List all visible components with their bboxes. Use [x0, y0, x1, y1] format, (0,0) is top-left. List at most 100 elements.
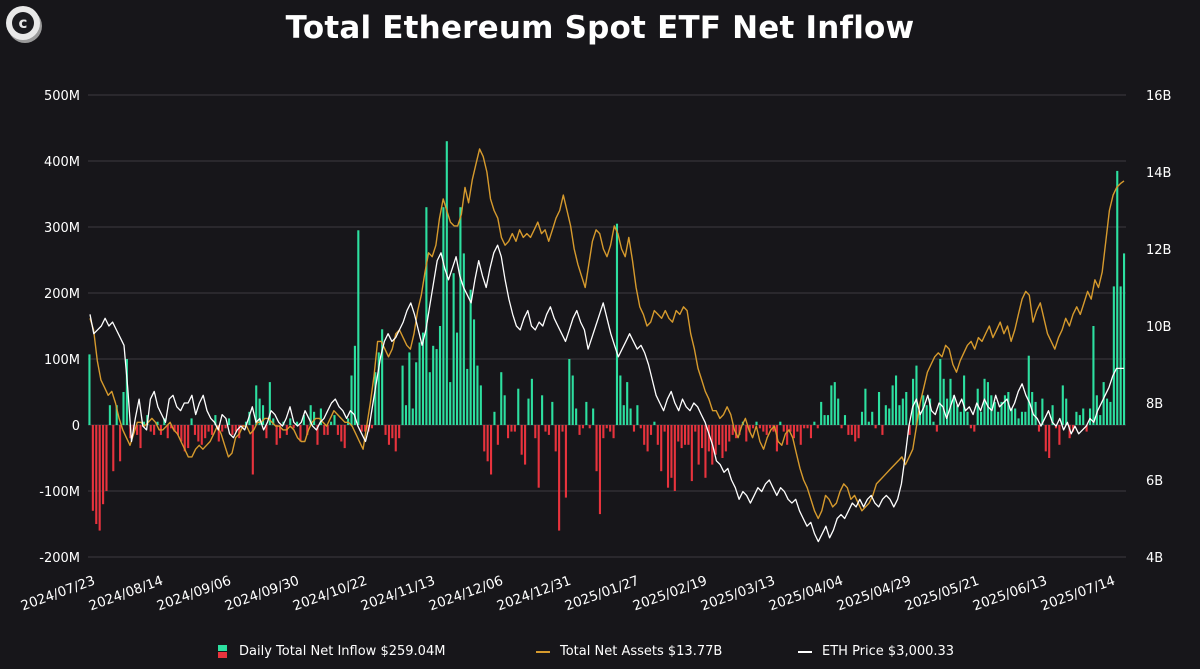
inflow-bar	[748, 425, 751, 432]
inflow-bar	[918, 411, 921, 425]
inflow-bar	[986, 382, 989, 425]
inflow-bar	[394, 425, 397, 452]
inflow-bar	[1041, 398, 1044, 425]
right-tick-label: 6B	[1146, 474, 1163, 489]
inflow-bar	[302, 415, 305, 425]
inflow-bar	[507, 425, 510, 439]
inflow-bar	[700, 425, 704, 449]
inflow-bar	[997, 411, 1000, 425]
inflow-bar	[432, 345, 435, 425]
inflow-bar	[792, 425, 795, 439]
inflow-bar	[1075, 411, 1078, 425]
inflow-bar	[374, 372, 377, 425]
inflow-bar	[755, 421, 758, 425]
inflow-bar	[1102, 382, 1105, 425]
inflow-bar	[956, 405, 959, 425]
inflow-bar	[694, 425, 697, 432]
inflow-bar	[874, 425, 877, 429]
legend: Daily Total Net Inflow $259.04M Total Ne…	[0, 644, 1200, 666]
inflow-bar	[1024, 411, 1027, 425]
inflow-bar	[969, 425, 972, 429]
inflow-bar	[489, 425, 493, 475]
inflow-bar	[544, 425, 547, 432]
right-axis-ticks: 16B 14B 12B 10B 8B 6B 4B	[1146, 89, 1171, 566]
inflow-bar	[877, 392, 881, 425]
inflow-bar	[677, 425, 680, 442]
inflow-bar	[826, 415, 830, 425]
inflow-bar	[472, 319, 476, 425]
inflow-bar	[1031, 392, 1034, 425]
inflow-bar	[268, 382, 271, 425]
inflow-bar	[326, 425, 329, 435]
x-tick-label: 2025/04/04	[767, 573, 846, 615]
inflow-bar	[136, 425, 139, 435]
inflow-bar	[592, 408, 595, 425]
x-tick-label: 2024/09/30	[223, 573, 302, 615]
inflow-bar	[687, 425, 690, 445]
inflow-bar	[244, 421, 248, 425]
left-tick-label: -100M	[39, 485, 80, 500]
inflow-bar	[823, 415, 826, 425]
legend-item-assets: Total Net Assets $13.77B	[536, 644, 722, 659]
inflow-bar	[636, 405, 639, 425]
inflow-bar	[884, 405, 887, 425]
inflow-bar	[292, 425, 295, 429]
inflow-bar	[564, 425, 567, 498]
inflow-bar	[973, 425, 976, 432]
inflow-bar	[1007, 392, 1010, 425]
inflow-bar	[170, 425, 173, 429]
inflow-bar	[95, 425, 98, 524]
legend-item-price: ETH Price $3,000.33	[798, 644, 954, 659]
x-tick-label: 2024/11/13	[359, 573, 438, 615]
inflow-bar	[833, 382, 836, 425]
right-tick-label: 8B	[1146, 397, 1163, 412]
inflow-bar	[649, 425, 653, 435]
inflow-bar	[299, 425, 302, 442]
inflow-bar	[615, 223, 619, 425]
inflow-bar	[1078, 415, 1081, 425]
inflow-bar	[183, 425, 186, 452]
inflow-bar	[1027, 355, 1030, 425]
inflow-bar	[629, 408, 632, 425]
inflow-bar	[98, 425, 101, 531]
inflow-bar	[581, 425, 584, 429]
inflow-bar	[714, 425, 717, 455]
legend-swatch-price	[798, 650, 812, 653]
inflow-bar	[91, 425, 94, 511]
inflow-bar	[364, 425, 367, 432]
inflow-bar	[758, 425, 761, 429]
x-tick-label: 2024/07/23	[19, 573, 98, 615]
inflow-bar	[809, 425, 813, 439]
inflow-bar	[554, 425, 557, 452]
inflow-bar	[673, 425, 676, 491]
inflow-bar	[217, 425, 220, 442]
inflow-bar	[680, 425, 683, 449]
inflow-bar	[718, 425, 721, 445]
inflow-bar	[860, 411, 864, 425]
legend-label-price: ETH Price $3,000.33	[822, 644, 955, 659]
inflow-bar	[966, 411, 969, 425]
inflow-bar	[459, 207, 462, 425]
inflow-bar	[180, 425, 183, 442]
inflow-bar	[452, 273, 455, 425]
inflow-bar	[888, 408, 891, 425]
inflow-bar	[421, 332, 425, 425]
inflow-bar	[1071, 425, 1075, 432]
inflow-bar	[707, 425, 710, 452]
inflow-bar	[598, 425, 602, 515]
inflow-bar	[343, 425, 346, 449]
inflow-bar	[108, 405, 111, 425]
inflow-bar	[752, 425, 755, 429]
inflow-bar	[935, 425, 938, 432]
inflow-bar	[867, 421, 870, 425]
inflow-bar	[578, 425, 581, 435]
x-tick-label: 2025/04/29	[835, 573, 914, 615]
inflow-bar	[496, 425, 499, 445]
inflow-bar	[939, 359, 942, 425]
inflow-bar	[1068, 425, 1071, 439]
inflow-bar	[881, 425, 884, 435]
inflow-bar	[248, 411, 251, 425]
inflow-bar	[728, 425, 731, 442]
inflow-bar	[387, 425, 391, 445]
right-tick-label: 14B	[1146, 166, 1171, 181]
